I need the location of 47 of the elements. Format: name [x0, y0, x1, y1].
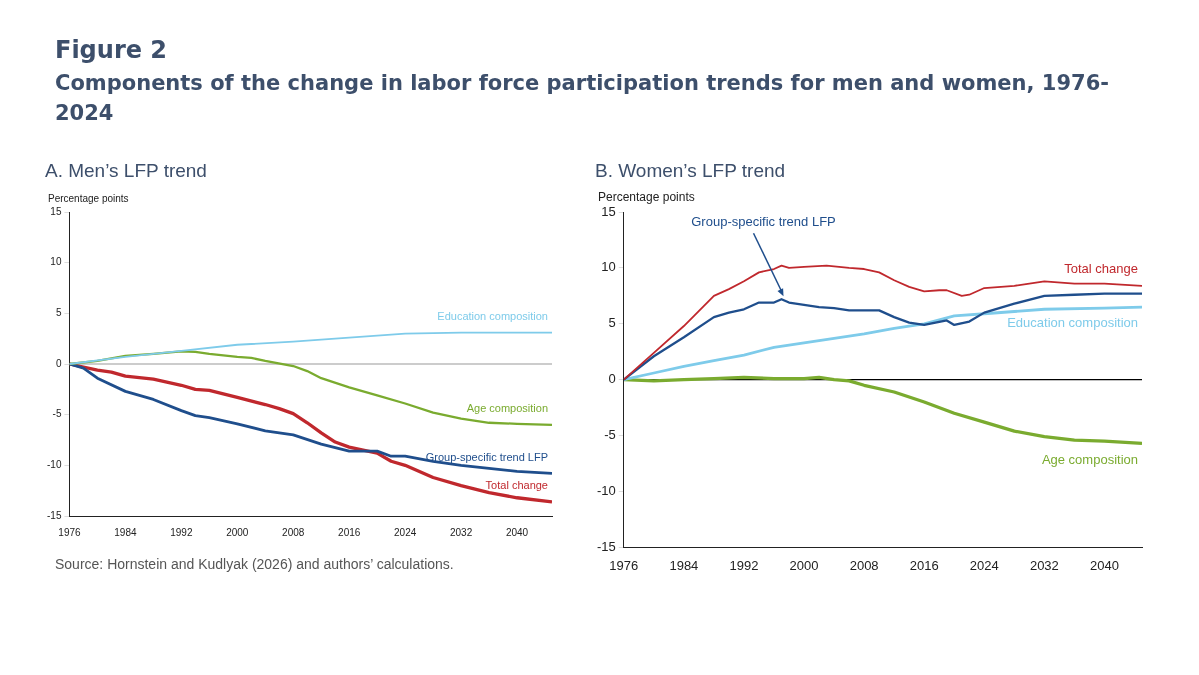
x-tick-label: 2024	[969, 557, 999, 573]
x-tick-label: 2040	[1089, 557, 1119, 573]
x-tick-label: 1992	[729, 557, 759, 573]
y-tick-label: -10	[596, 483, 616, 499]
annotation: Group-specific trend LFP	[691, 214, 836, 230]
y-tick-label: -15	[596, 538, 616, 554]
series-label: Total change	[485, 479, 548, 492]
x-tick-label: 2032	[1029, 557, 1059, 573]
y-tick-label: -15	[47, 509, 62, 521]
chart-title: A. Men’s LFP trend	[45, 160, 208, 182]
series-label: Group-specific trend LFP	[425, 450, 548, 463]
x-tick-label: 1984	[114, 526, 137, 538]
x-tick-label: 2040	[505, 526, 529, 538]
x-tick-label: 2008	[849, 557, 879, 573]
y-tick-label: 5	[608, 315, 616, 331]
y-tick-label: -5	[604, 427, 616, 443]
x-tick-label: 1992	[170, 526, 193, 538]
series-label: Total change	[1064, 260, 1138, 276]
x-tick-label: 2024	[394, 526, 417, 538]
y-tick-label: 0	[55, 357, 62, 369]
series-label: Education composition	[437, 310, 548, 323]
x-tick-label: 1976	[609, 557, 639, 573]
x-tick-label: 2032	[449, 526, 473, 538]
x-tick-label: 1984	[669, 557, 699, 573]
y-axis-title: Percentage points	[48, 192, 129, 204]
x-tick-label: 2016	[338, 526, 361, 538]
text: Figure 2	[55, 36, 169, 64]
y-tick-label: 10	[601, 259, 616, 275]
x-tick-label: 2000	[789, 557, 819, 573]
y-tick-label: 15	[50, 205, 62, 217]
y-tick-label: 15	[601, 203, 616, 219]
source-note: Source: Hornstein and Kudlyak (2026) and authors’ calculations.	[55, 556, 455, 572]
x-tick-label: 2008	[282, 526, 305, 538]
text: Components of the change in labor force participation trends for men and women, 1976-2024	[55, 70, 1110, 127]
x-tick-label: 2000	[226, 526, 249, 538]
series-label: Age composition	[1041, 451, 1138, 467]
y-tick-label: -10	[47, 459, 62, 471]
series-label: Education composition	[1007, 315, 1138, 331]
x-tick-label: 2016	[909, 557, 939, 573]
y-axis-title: Percentage points	[598, 190, 695, 205]
chart-title: B. Women’s LFP trend	[595, 160, 787, 182]
x-tick-label: 1976	[58, 526, 82, 538]
y-tick-label: 5	[55, 307, 62, 319]
y-tick-label: 0	[608, 371, 616, 387]
series-label: Age composition	[466, 402, 548, 415]
y-tick-label: -5	[52, 408, 62, 420]
y-tick-label: 10	[50, 256, 62, 268]
